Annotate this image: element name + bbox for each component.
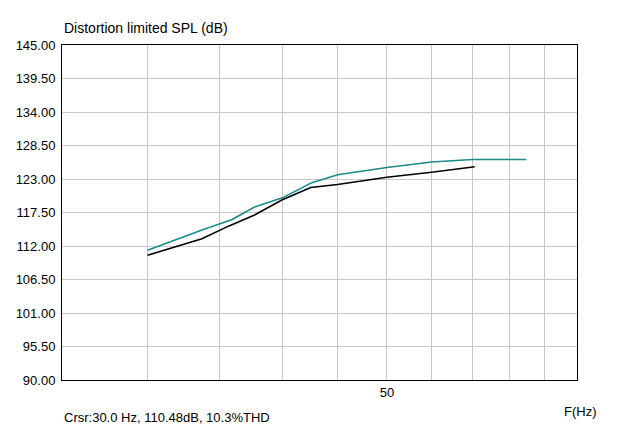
svg-text:145.00: 145.00: [16, 38, 56, 53]
svg-text:F(Hz): F(Hz): [564, 404, 597, 419]
svg-text:Distortion limited SPL (dB): Distortion limited SPL (dB): [64, 20, 228, 36]
svg-text:50: 50: [380, 385, 394, 400]
svg-text:95.50: 95.50: [23, 339, 56, 354]
svg-text:139.50: 139.50: [16, 71, 56, 86]
svg-text:134.00: 134.00: [16, 105, 56, 120]
svg-text:90.00: 90.00: [23, 373, 56, 388]
svg-text:128.50: 128.50: [16, 138, 56, 153]
svg-text:117.50: 117.50: [17, 205, 56, 220]
svg-text:Crsr:30.0 Hz, 110.48dB, 10.3%T: Crsr:30.0 Hz, 110.48dB, 10.3%THD: [64, 410, 270, 425]
svg-text:101.00: 101.00: [16, 306, 56, 321]
svg-text:112.00: 112.00: [17, 239, 56, 254]
svg-text:123.00: 123.00: [16, 172, 56, 187]
svg-text:106.50: 106.50: [16, 272, 56, 287]
